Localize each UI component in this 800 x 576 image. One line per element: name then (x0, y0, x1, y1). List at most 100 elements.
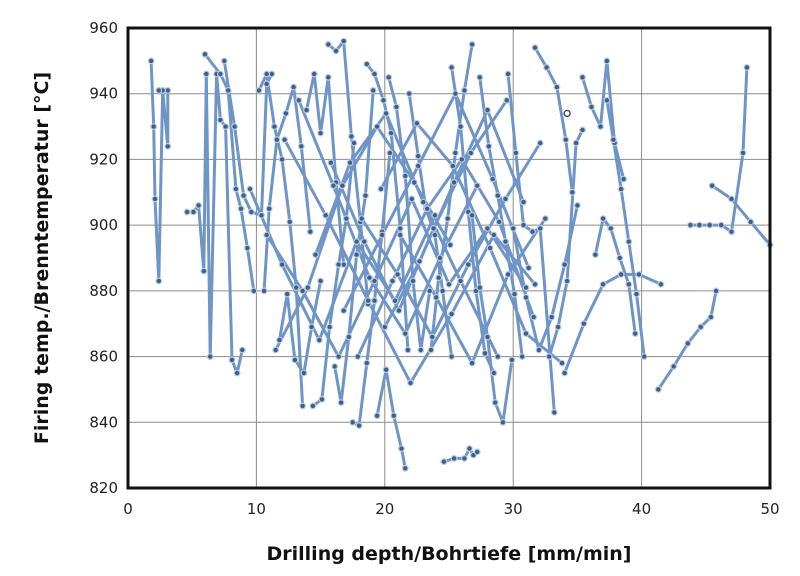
data-point (222, 123, 230, 130)
data-point (536, 139, 544, 147)
data-point (366, 274, 373, 282)
data-point (696, 221, 703, 229)
data-point (430, 224, 438, 232)
data-point (317, 129, 325, 137)
series-line-30 (656, 289, 718, 391)
data-point (290, 83, 298, 91)
data-point (232, 185, 240, 193)
data-point (531, 44, 539, 52)
data-point (473, 182, 481, 190)
data-point (512, 149, 520, 157)
series-line-42 (356, 157, 536, 359)
data-point (335, 353, 343, 361)
data-point (201, 50, 209, 58)
data-point (509, 224, 517, 232)
series-line-37 (360, 141, 542, 339)
data-point (468, 41, 476, 48)
data-point (707, 313, 715, 321)
data-point (265, 205, 273, 213)
data-point (579, 126, 586, 134)
data-point (476, 73, 484, 81)
data-point (220, 57, 228, 65)
data-point (625, 238, 633, 246)
data-point (250, 287, 258, 295)
data-point (522, 294, 530, 301)
data-point (200, 267, 208, 275)
y-tick-label: 940 (89, 85, 118, 103)
data-point (473, 448, 481, 456)
y-tick-label: 960 (89, 19, 118, 37)
y-tick-label: 920 (89, 150, 118, 168)
data-point (739, 149, 747, 157)
data-point (504, 271, 512, 278)
data-point (231, 123, 239, 130)
data-point (503, 96, 511, 104)
data-point (401, 330, 409, 338)
data-point (354, 353, 362, 361)
x-tick-label: 50 (760, 500, 779, 518)
data-point (449, 162, 457, 170)
data-point (240, 192, 248, 200)
data-point (407, 379, 414, 387)
data-point (491, 399, 499, 407)
x-tick-label: 0 (123, 500, 133, 518)
data-point (303, 106, 310, 114)
data-point (278, 155, 286, 163)
data-point (385, 73, 393, 81)
data-point (282, 109, 290, 117)
data-point (299, 287, 307, 295)
data-point (382, 109, 390, 117)
data-point (324, 73, 332, 81)
data-point (457, 123, 465, 130)
data-point (697, 323, 705, 331)
data-point (423, 205, 431, 213)
data-point (466, 445, 473, 453)
data-point (452, 149, 459, 157)
data-point (481, 349, 489, 357)
data-point (464, 261, 472, 269)
data-point (553, 83, 561, 91)
data-point (292, 284, 300, 292)
data-point (382, 366, 390, 374)
data-point (452, 90, 459, 98)
data-point (450, 455, 458, 462)
data-point (541, 215, 549, 223)
data-point (405, 90, 413, 98)
data-point (490, 369, 498, 377)
data-point (224, 86, 232, 94)
data-point (522, 330, 530, 338)
data-point (150, 123, 158, 130)
data-point (640, 353, 648, 361)
data-point (228, 356, 236, 364)
data-point (263, 70, 271, 78)
data-point (243, 244, 251, 252)
data-point (579, 73, 586, 81)
data-point (362, 192, 369, 200)
data-point (743, 63, 751, 71)
data-point (426, 287, 434, 295)
data-point (327, 159, 335, 167)
y-tick-label: 840 (89, 413, 118, 431)
data-point (603, 96, 611, 104)
series-line-35 (314, 111, 500, 359)
series-line-28 (593, 217, 637, 336)
data-point (278, 261, 286, 269)
data-point (458, 155, 466, 163)
data-point (272, 346, 280, 354)
data-point (355, 422, 363, 430)
data-point (349, 418, 357, 426)
data-point (312, 251, 319, 259)
series-line-39 (274, 125, 452, 352)
data-point (281, 136, 289, 144)
data-point (494, 353, 502, 361)
data-point (380, 96, 387, 104)
data-point (554, 323, 562, 331)
series-line-21 (478, 75, 524, 359)
data-point (568, 188, 576, 196)
data-point (276, 336, 283, 344)
data-point (332, 47, 340, 55)
data-point (522, 284, 530, 292)
data-point (580, 320, 588, 328)
data-point (525, 264, 532, 272)
data-point (448, 310, 456, 318)
